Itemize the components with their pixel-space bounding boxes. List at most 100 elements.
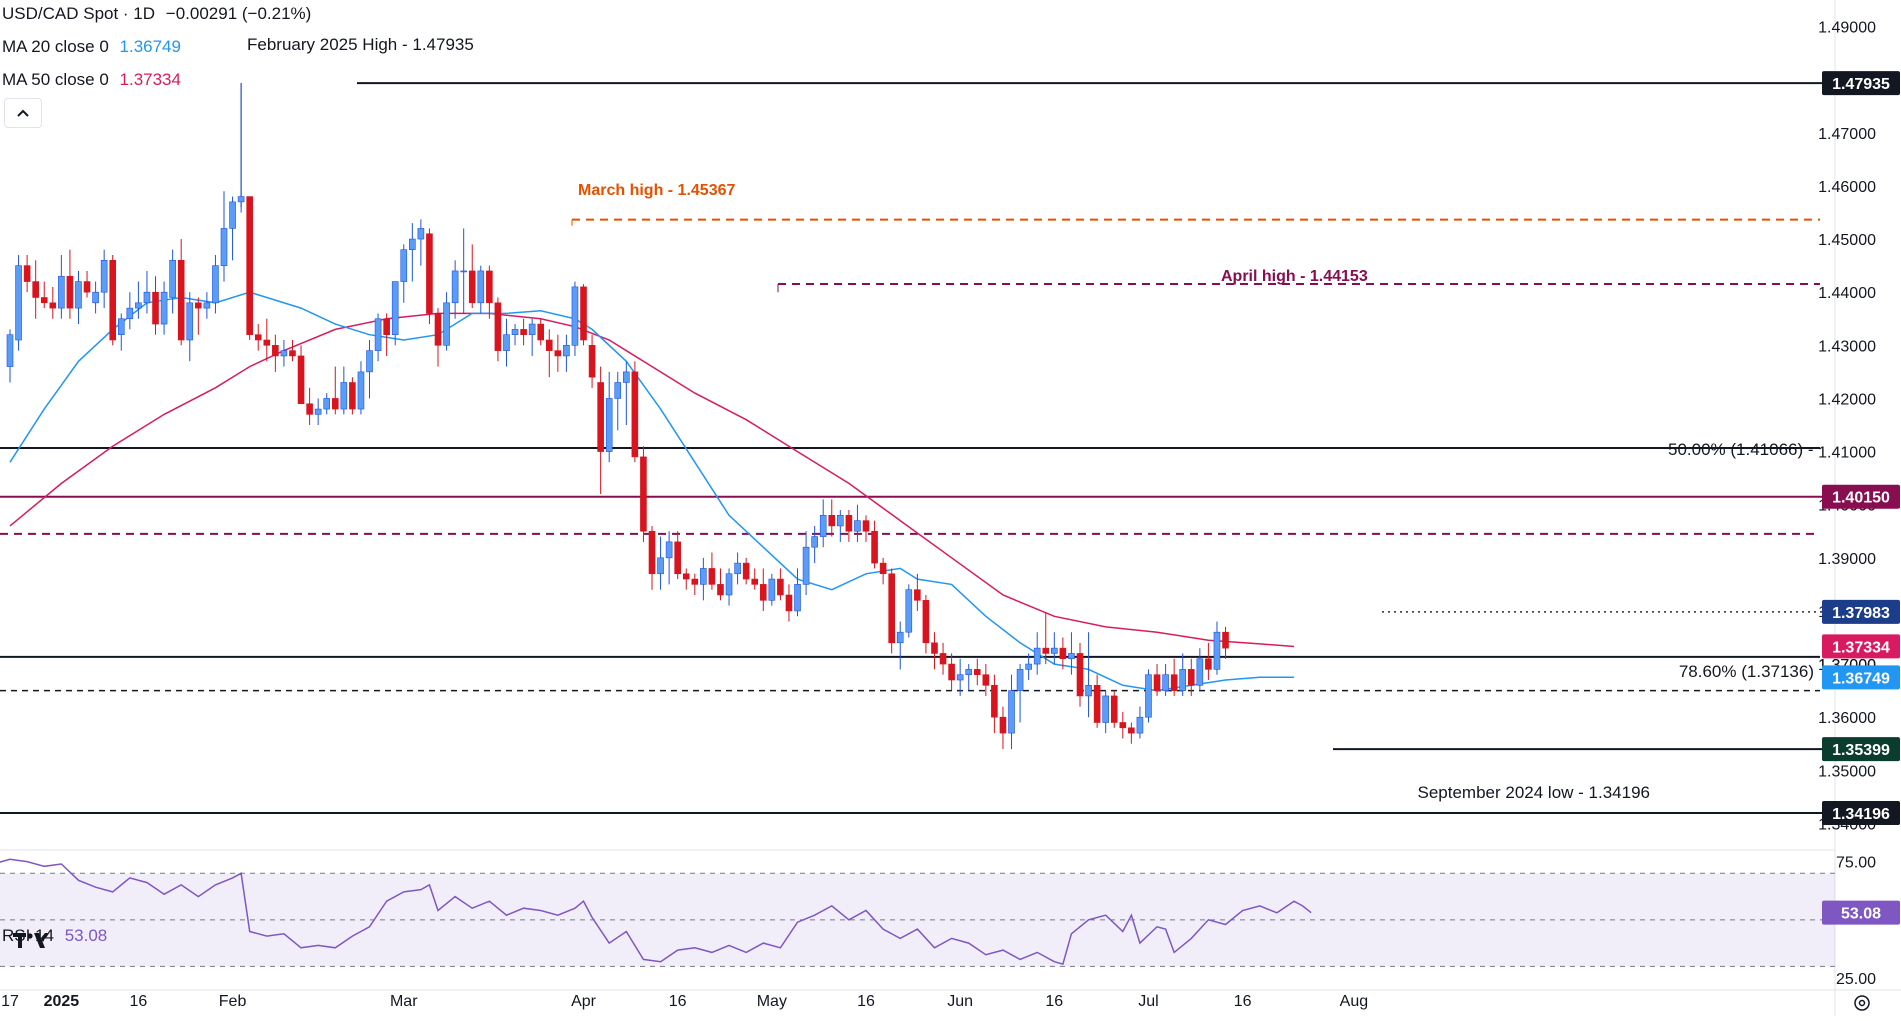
candle-body — [691, 578, 699, 585]
price-tick-label: 1.35000 — [1818, 763, 1876, 780]
time-tick-label: 16 — [669, 993, 687, 1010]
candle-body — [794, 584, 801, 612]
ma20-line — [9, 291, 1294, 692]
candle-body — [811, 536, 818, 548]
candle-body — [563, 345, 570, 357]
april-high-label: April high - 1.44153 — [1221, 268, 1368, 285]
time-tick-label: Jun — [947, 993, 973, 1010]
candle-body — [759, 584, 767, 601]
candle-body — [75, 281, 82, 309]
candle-body — [545, 339, 553, 351]
rsi-tick-label: 25.00 — [1836, 971, 1876, 988]
candle-body — [152, 291, 159, 325]
candle-body — [1170, 674, 1178, 691]
candle-body — [888, 573, 895, 644]
candle-body — [280, 350, 288, 357]
price-badge-bg — [1822, 801, 1900, 826]
candle-body — [357, 371, 365, 410]
candle-body — [49, 302, 57, 309]
candle-body — [143, 291, 151, 304]
candle-body — [1025, 663, 1032, 670]
time-tick-label: Aug — [1340, 993, 1368, 1010]
candle-body — [451, 270, 459, 304]
rsi-band — [0, 873, 1835, 967]
price-tick-label: 1.43000 — [1818, 338, 1876, 355]
candle-body — [854, 520, 861, 532]
candle-body — [700, 568, 707, 585]
time-tick-label: 16 — [857, 993, 875, 1010]
candle-body — [785, 594, 793, 612]
ma50-label: MA 50 close 0 — [2, 70, 109, 89]
candle-body — [426, 233, 433, 314]
ma20-legend[interactable]: MA 20 close 0 1.36749 — [2, 38, 181, 55]
candle-body — [1085, 685, 1092, 697]
candle-body — [366, 350, 373, 373]
candle-body — [297, 355, 305, 405]
candle-body — [374, 318, 382, 351]
candle-body — [914, 589, 921, 601]
price-tick-label: 1.45000 — [1818, 232, 1876, 249]
candle-body — [1076, 653, 1084, 697]
candle-body — [1153, 674, 1161, 691]
candle-body — [1016, 669, 1024, 691]
candle-body — [1213, 631, 1221, 670]
candle-body — [186, 302, 194, 341]
candle-body — [725, 573, 733, 596]
candle-body — [605, 398, 613, 452]
rsi-badge-label: 53.08 — [1841, 906, 1881, 923]
price-badge-bg — [1822, 599, 1900, 624]
candle-body — [939, 653, 947, 665]
candle-body — [177, 260, 185, 341]
candle-body — [682, 573, 690, 580]
candle-body — [777, 578, 784, 596]
candle-body — [631, 371, 639, 458]
candle-body — [554, 350, 562, 357]
candle-body — [340, 382, 348, 410]
collapse-legend-button[interactable] — [4, 98, 42, 128]
ma50-legend[interactable]: MA 50 close 0 1.37334 — [2, 71, 181, 88]
candle-body — [289, 350, 296, 357]
candle-body — [32, 281, 39, 298]
rsi-value: 53.08 — [64, 926, 108, 945]
march-high-label: March high - 1.45367 — [578, 182, 735, 199]
candle-body — [871, 530, 878, 564]
candle-body — [1187, 669, 1195, 686]
candle-body — [126, 307, 134, 320]
price-badge-label: 1.37334 — [1832, 639, 1890, 656]
price-badge-label: 1.40150 — [1832, 490, 1890, 507]
candle-body — [503, 334, 510, 351]
candle-body — [571, 286, 579, 346]
price-tick-label: 1.44000 — [1818, 285, 1876, 302]
settings-gear-icon[interactable] — [1854, 995, 1870, 1011]
candle-body — [1205, 658, 1212, 670]
candle-body — [160, 291, 168, 325]
candle-body — [768, 578, 776, 601]
candle-body — [1068, 653, 1075, 660]
candle-body — [1222, 631, 1229, 649]
candle-body — [1102, 695, 1109, 723]
time-tick-label: 16 — [1045, 993, 1063, 1010]
tradingview-logo-icon[interactable] — [10, 925, 50, 955]
candle-body — [597, 382, 604, 452]
candle-body — [708, 568, 716, 585]
candle-body — [1059, 647, 1067, 660]
candle-body — [862, 520, 870, 532]
price-badge-bg — [1822, 665, 1900, 690]
candle-body — [117, 318, 125, 335]
candle-body — [314, 408, 322, 415]
price-tick-label: 1.47000 — [1818, 126, 1876, 143]
candle-body — [1110, 695, 1118, 723]
symbol-row[interactable]: USD/CAD Spot · 1D −0.00291 (−0.21%) — [2, 5, 311, 22]
time-tick-label: 16 — [1234, 993, 1252, 1010]
price-badge-label: 1.35399 — [1832, 742, 1890, 759]
candle-body — [665, 541, 673, 559]
candle-body — [349, 382, 356, 410]
candle-body — [1033, 647, 1041, 665]
candle-body — [212, 265, 219, 304]
price-badge-bg — [1822, 737, 1900, 762]
candle-body — [246, 196, 253, 335]
candle-body — [306, 403, 313, 415]
candles-group — [6, 82, 1229, 750]
